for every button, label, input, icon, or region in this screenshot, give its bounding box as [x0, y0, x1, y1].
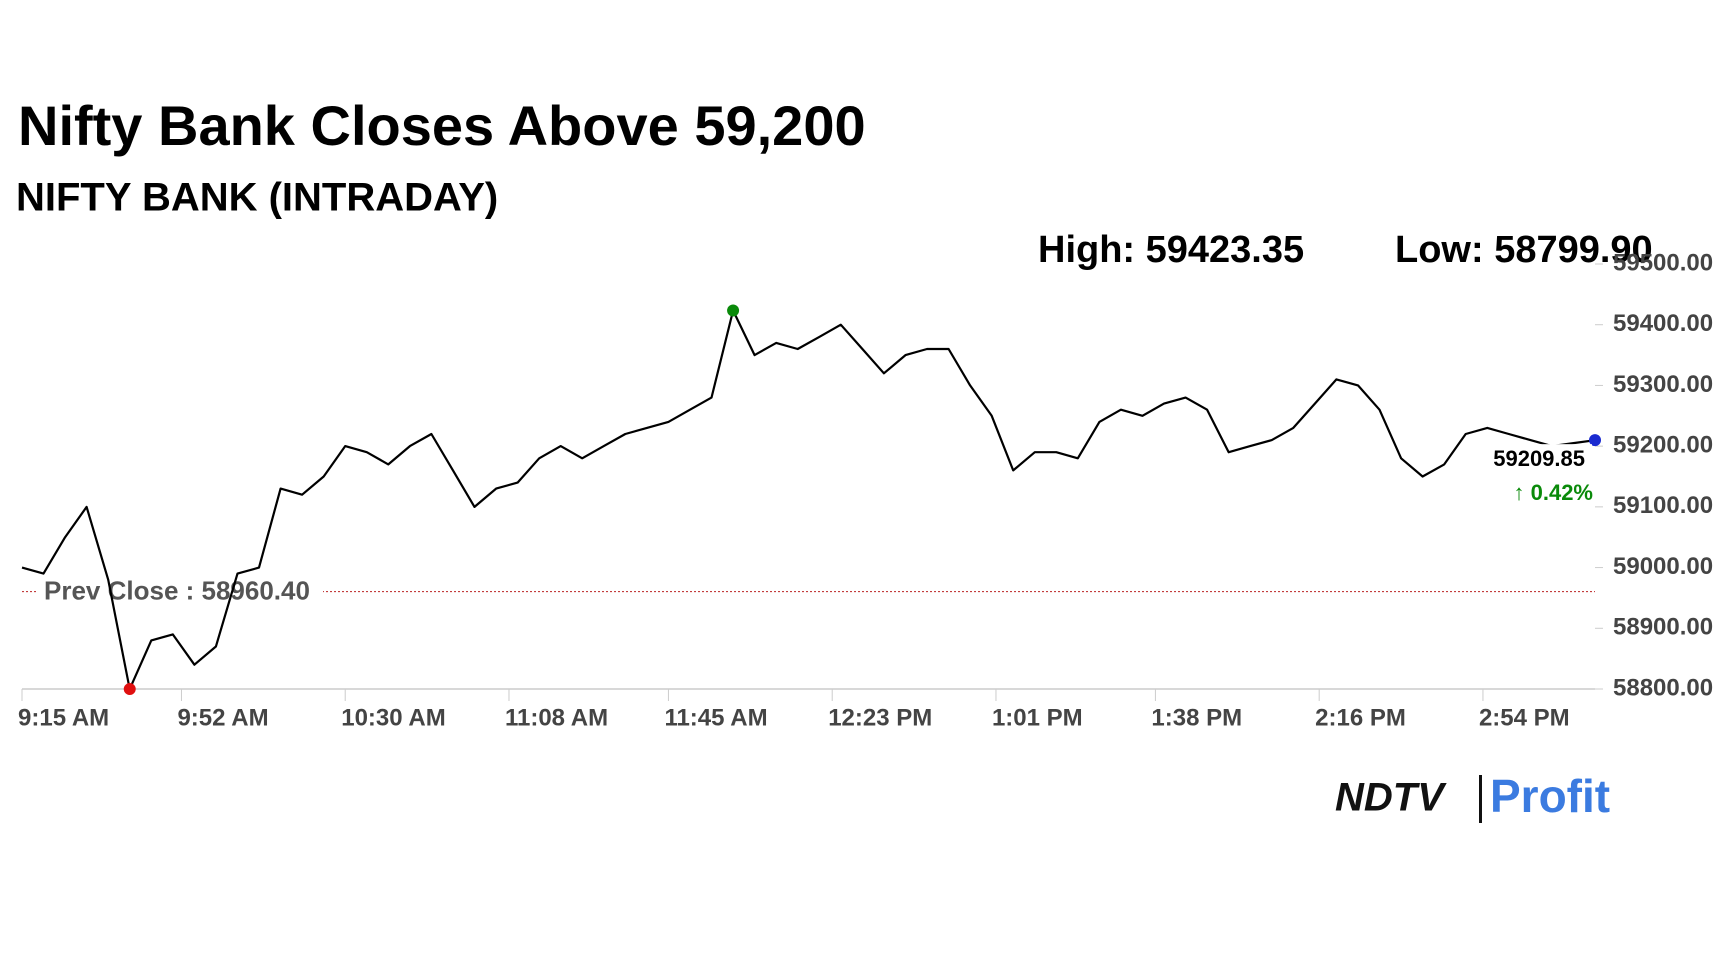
- x-tick-label: 1:01 PM: [992, 704, 1083, 731]
- y-tick-label: 59500.00: [1613, 249, 1713, 276]
- high-marker: [727, 304, 740, 317]
- high-label: High: 59423.35: [1038, 229, 1304, 271]
- last-marker: [1589, 434, 1601, 447]
- prev-close-bg: [38, 573, 323, 610]
- low-marker: [123, 683, 136, 696]
- last-label-bg: [1500, 444, 1592, 477]
- x-tick-label: 12:23 PM: [828, 704, 932, 731]
- y-tick-label: 58800.00: [1613, 674, 1713, 701]
- y-tick-label: 59000.00: [1613, 553, 1713, 580]
- chart-title: Nifty Bank Closes Above 59,200: [18, 94, 866, 157]
- y-tick-label: 59400.00: [1613, 310, 1713, 337]
- brand-right: Profit: [1490, 770, 1610, 822]
- brand-left: NDTV: [1335, 776, 1447, 820]
- y-tick-label: 59100.00: [1613, 492, 1713, 519]
- low-label: Low: 58799.90: [1395, 229, 1653, 271]
- x-tick-label: 9:15 AM: [18, 704, 109, 731]
- y-tick-label: 59200.00: [1613, 431, 1713, 458]
- change-label: ↑ 0.42%: [1514, 480, 1594, 505]
- x-tick-label: 1:38 PM: [1151, 704, 1242, 731]
- y-tick-label: 59300.00: [1613, 371, 1713, 398]
- x-tick-label: 9:52 AM: [177, 704, 268, 731]
- y-tick-label: 58900.00: [1613, 614, 1713, 641]
- x-tick-label: 11:45 AM: [664, 704, 767, 731]
- brand-divider: [1479, 775, 1482, 823]
- chart-subtitle: NIFTY BANK (INTRADAY): [16, 176, 498, 220]
- prev-close-label: Prev Close : 58960.40: [44, 575, 310, 605]
- x-tick-label: 11:08 AM: [505, 704, 608, 731]
- x-tick-label: 2:16 PM: [1315, 704, 1406, 731]
- last-value-label: 59209.85: [1493, 446, 1585, 471]
- x-tick-label: 2:54 PM: [1479, 704, 1570, 731]
- x-tick-label: 10:30 AM: [341, 704, 445, 731]
- price-line: [21, 309, 1596, 691]
